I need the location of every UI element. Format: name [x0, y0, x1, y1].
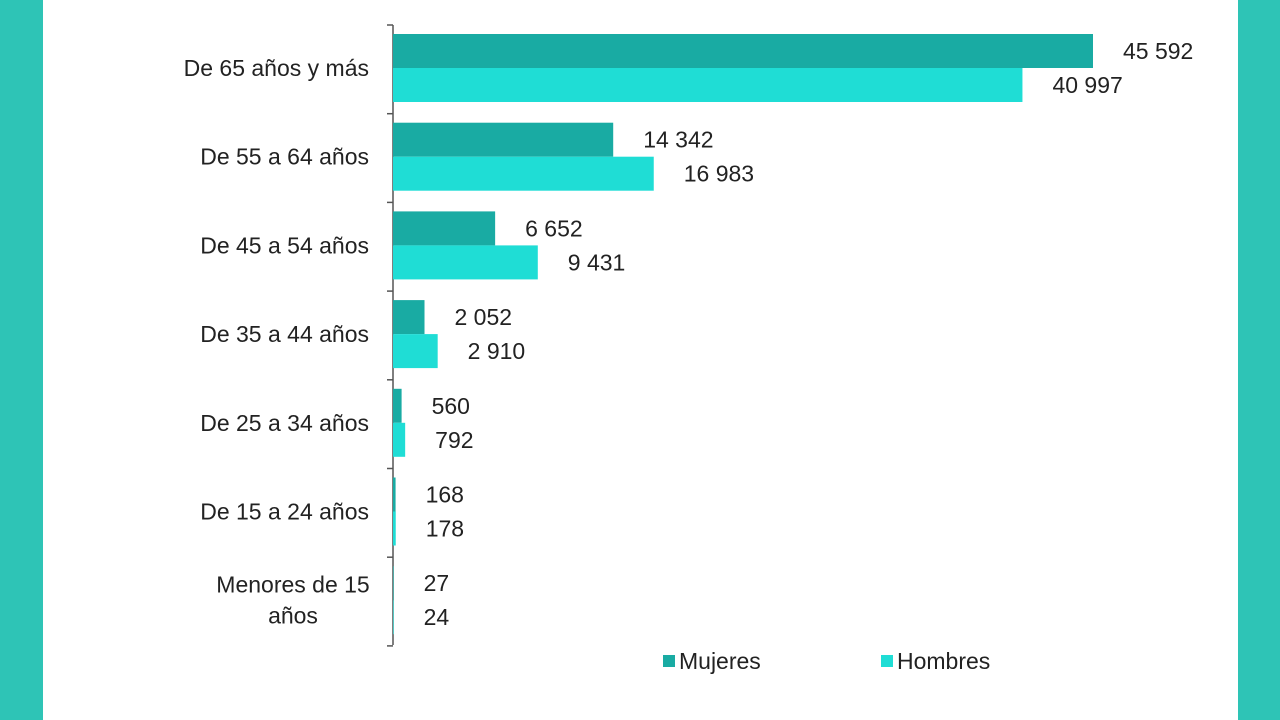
bar-value-label: 27	[424, 570, 450, 596]
bar-hombres	[393, 334, 438, 369]
bar-mujeres	[393, 34, 1093, 68]
bar-value-label: 168	[426, 482, 464, 508]
bar-hombres	[393, 511, 396, 546]
chart-panel: 45 592 40 997 De 65 años y más 14 342 16 983…	[43, 0, 1238, 720]
bar-value-label: 560	[432, 393, 470, 419]
bar-mujeres	[393, 300, 425, 335]
bar-value-label: 24	[424, 604, 450, 630]
legend-swatch-hombres	[881, 655, 893, 667]
legend-label-hombres: Hombres	[897, 648, 990, 674]
category-label: Menores de 15	[216, 572, 369, 598]
category-label: De 45 a 54 años	[200, 232, 369, 258]
legend-label-mujeres: Mujeres	[679, 648, 761, 674]
category-label: años	[268, 603, 318, 629]
bar-value-label: 2 052	[455, 304, 513, 330]
bar-value-label: 6 652	[525, 215, 583, 241]
bar-value-label: 16 983	[684, 161, 754, 187]
bar-hombres	[393, 245, 538, 280]
bar-mujeres	[393, 388, 402, 423]
bar-hombres	[393, 600, 394, 635]
bar-hombres	[393, 422, 406, 457]
bar-hombres	[393, 68, 1023, 102]
bar-value-label: 2 910	[468, 338, 526, 364]
bar-mujeres	[393, 477, 396, 512]
bar-hombres	[393, 156, 654, 191]
bar-mujeres	[393, 211, 496, 246]
bar-value-label: 14 342	[643, 127, 713, 153]
legend-swatch-mujeres	[663, 655, 675, 667]
bar-value-label: 40 997	[1052, 72, 1122, 98]
category-label: De 65 años y más	[184, 55, 369, 81]
bar-value-label: 792	[435, 427, 473, 453]
bar-value-label: 178	[426, 516, 464, 542]
category-label: De 55 a 64 años	[200, 144, 369, 170]
bar-mujeres	[393, 122, 614, 157]
category-label: De 25 a 34 años	[200, 410, 369, 436]
bar-value-label: 45 592	[1123, 38, 1193, 64]
bar-mujeres	[393, 566, 394, 601]
category-label: De 15 a 24 años	[200, 499, 369, 525]
category-label: De 35 a 44 años	[200, 321, 369, 347]
bar-value-label: 9 431	[568, 249, 626, 275]
